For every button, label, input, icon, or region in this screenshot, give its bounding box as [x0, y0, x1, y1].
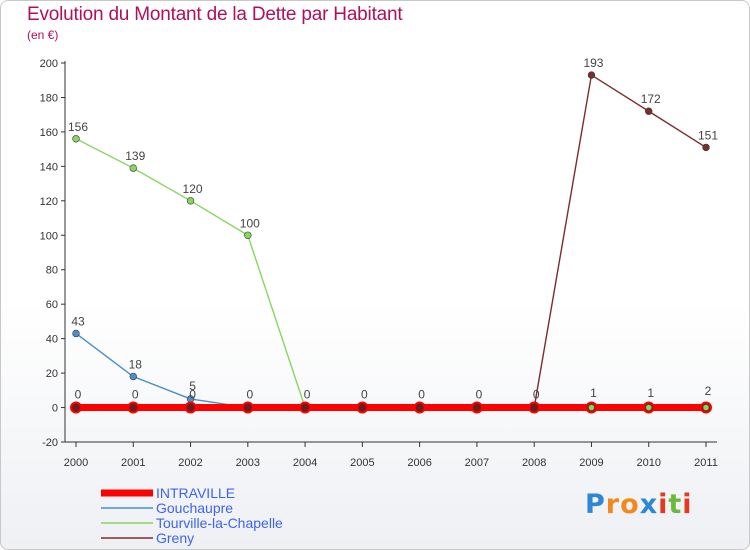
logo-letter: P [585, 489, 606, 520]
x-tick-label: 2005 [350, 457, 374, 469]
y-tick-label: 180 [40, 92, 58, 104]
data-label: 120 [183, 182, 203, 196]
data-point [72, 135, 80, 143]
data-point [241, 401, 254, 414]
data-point [413, 401, 426, 414]
data-label: 0 [361, 388, 368, 402]
data-label: 0 [246, 388, 253, 402]
data-label: 43 [71, 314, 85, 328]
y-tick-label: 200 [40, 58, 58, 70]
data-point [588, 404, 595, 411]
data-label: 193 [583, 56, 603, 70]
legend-label: INTRAVILLE [156, 485, 235, 501]
data-point [244, 231, 252, 239]
series-line-greny [76, 74, 707, 409]
data-point [70, 401, 82, 414]
y-tick-label: 160 [40, 127, 58, 139]
data-label: 18 [129, 358, 143, 372]
x-tick-label: 2002 [178, 457, 202, 469]
data-label: 172 [641, 92, 661, 106]
y-tick-label: 120 [40, 196, 58, 208]
x-tick-label: 2010 [636, 457, 660, 469]
proxiti-logo: Proxiti [585, 489, 693, 520]
data-point [72, 329, 80, 338]
data-point [587, 71, 596, 79]
data-label: 0 [189, 388, 196, 402]
logo-letter: r [605, 489, 621, 520]
data-point [470, 401, 483, 414]
logo-letter: i [658, 489, 669, 520]
data-label: 139 [125, 149, 145, 163]
data-label: 1 [590, 386, 597, 400]
data-label: 100 [240, 216, 260, 230]
y-tick-label: 20 [46, 368, 58, 380]
x-tick-label: 2006 [407, 457, 431, 469]
data-labels-layer: 156 139 120 100 43 18 5 193 172 151 0 0 0 0 0 0 0 0 0 1 1 2 [68, 56, 718, 401]
y-tick-label: 140 [40, 161, 58, 173]
data-label: 0 [132, 388, 139, 402]
x-tick-label: 2009 [579, 457, 603, 469]
data-label: 0 [533, 388, 540, 402]
data-label: 151 [698, 128, 718, 142]
y-tick-label: 100 [40, 230, 58, 242]
data-point [129, 164, 137, 172]
data-label: 5 [189, 379, 196, 393]
data-point [299, 401, 312, 414]
chart-subtitle: (en €) [27, 28, 59, 42]
data-label: 0 [304, 388, 311, 402]
data-point [645, 107, 653, 115]
legend-label: Gouchaupre [156, 500, 233, 516]
data-point [127, 401, 140, 414]
data-label: 0 [75, 388, 82, 402]
data-label: 0 [476, 388, 483, 402]
y-tick-label: -20 [42, 437, 58, 449]
legend-label: Tourville-la-Chapelle [156, 515, 283, 531]
chart-title: Evolution du Montant de la Dette par Hab… [27, 4, 403, 25]
data-point [184, 401, 197, 414]
x-tick-label: 2004 [293, 457, 317, 469]
logo-letter: x [639, 489, 659, 520]
data-label: 2 [705, 384, 712, 398]
data-point [702, 143, 710, 152]
data-point [645, 404, 653, 411]
data-point [528, 401, 541, 414]
legend-label: Greny [156, 530, 194, 546]
data-point [186, 197, 195, 205]
logo-letter: i [682, 489, 693, 520]
data-point [702, 404, 710, 411]
x-tick-label: 2001 [121, 457, 145, 469]
y-tick-label: 0 [52, 403, 58, 415]
x-tick-label: 2008 [522, 457, 546, 469]
data-point [129, 372, 137, 381]
x-tick-label: 2000 [64, 457, 88, 469]
y-tick-label: 40 [46, 334, 58, 346]
data-label: 1 [647, 386, 654, 400]
series-layer [70, 71, 712, 414]
y-tick-label: 80 [46, 265, 58, 277]
chart-legend: INTRAVILLEGouchaupreTourville-la-Chapell… [101, 485, 283, 546]
x-tick-label: 2003 [236, 457, 260, 469]
series-line-gouchaupre [75, 332, 706, 409]
logo-letter: o [620, 489, 640, 520]
data-label: 156 [68, 120, 88, 134]
series-line-tourville-la-chapelle [75, 138, 706, 409]
data-label: 0 [418, 388, 425, 402]
logo-letter: t [668, 489, 683, 520]
x-tick-label: 2011 [694, 457, 718, 469]
y-tick-label: 60 [46, 299, 58, 311]
data-point [356, 401, 369, 414]
x-tick-label: 2007 [465, 457, 489, 469]
